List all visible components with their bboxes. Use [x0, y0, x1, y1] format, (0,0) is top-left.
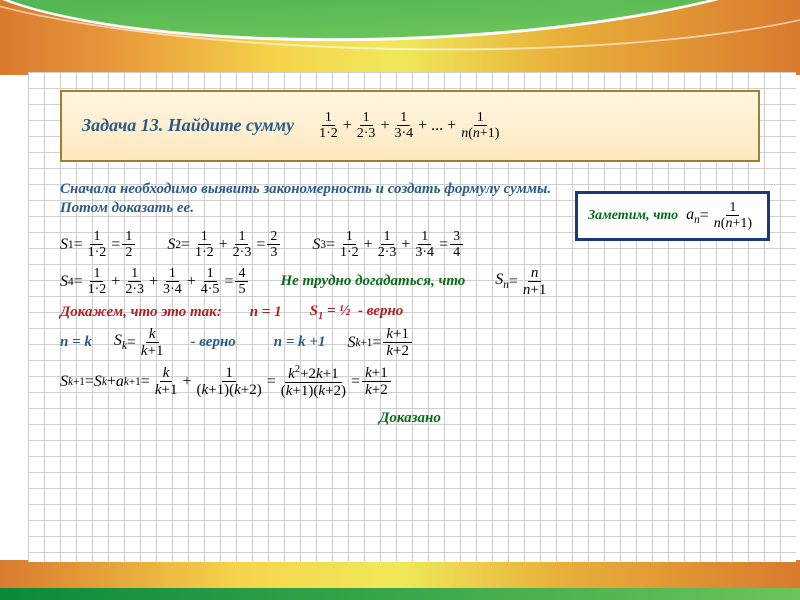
proof-assume-row: n = k Sk = kk+1 - верно n = k +1 Sk+1 = … — [60, 326, 760, 360]
bottom-green — [0, 588, 800, 600]
note-box: Заметим, что an = 1n(n+1) — [575, 191, 770, 241]
proof-heading: Докажем, что это так: — [60, 304, 222, 321]
step-n: n = k +1 — [274, 334, 326, 351]
s1-formula: S1 = 11·2 = 12 — [60, 229, 137, 261]
sk1-formula: Sk+1 = k+1k+2 — [347, 326, 414, 360]
chain-formula: Sk+1 = Sk + ak+1 = kk+1 + 1(k+1)(k+2) = … — [60, 364, 393, 400]
s4-formula: S4 = 11·2 + 12·3 + 13·4 + 14·5 = 45 — [60, 266, 250, 298]
white-swoosh — [0, 0, 800, 59]
sn-formula: Sn = nn+1 — [495, 265, 551, 299]
slide-content: Задача 13. Найдите сумму 11·2 + 12·3 + 1… — [60, 90, 760, 427]
task-box: Задача 13. Найдите сумму 11·2 + 12·3 + 1… — [60, 90, 760, 162]
assume-verno: - верно — [191, 334, 236, 351]
assume-n: n = k — [60, 334, 92, 351]
task-title: Задача 13. Найдите сумму — [82, 115, 294, 136]
guess-label: Не трудно догадаться, что — [280, 273, 465, 290]
proof-base-row: Докажем, что это так: n = 1 S1 = ½ - вер… — [60, 303, 760, 322]
top-decoration — [0, 0, 800, 75]
base-n: n = 1 — [250, 304, 282, 321]
note-label: Заметим, что — [588, 208, 678, 224]
task-formula: 11·2 + 12·3 + 13·4 + ... + 1n(n+1) — [314, 110, 504, 142]
base-val: S1 = ½ - верно — [310, 303, 404, 322]
proof-chain-row: Sk+1 = Sk + ak+1 = kk+1 + 1(k+1)(k+2) = … — [60, 364, 760, 400]
s3-formula: S3 = 11·2 + 12·3 + 13·4 = 34 — [312, 229, 465, 261]
note-formula: an = 1n(n+1) — [686, 200, 757, 232]
s2-formula: S2 = 11·2 + 12·3 = 23 — [167, 229, 282, 261]
sk-formula: Sk = kk+1 — [114, 326, 169, 360]
examples-row-2: S4 = 11·2 + 12·3 + 13·4 + 14·5 = 45 Не т… — [60, 265, 760, 299]
intro-text: Сначала необходимо выявить закономерност… — [60, 180, 580, 219]
qed: Доказано — [60, 410, 760, 427]
